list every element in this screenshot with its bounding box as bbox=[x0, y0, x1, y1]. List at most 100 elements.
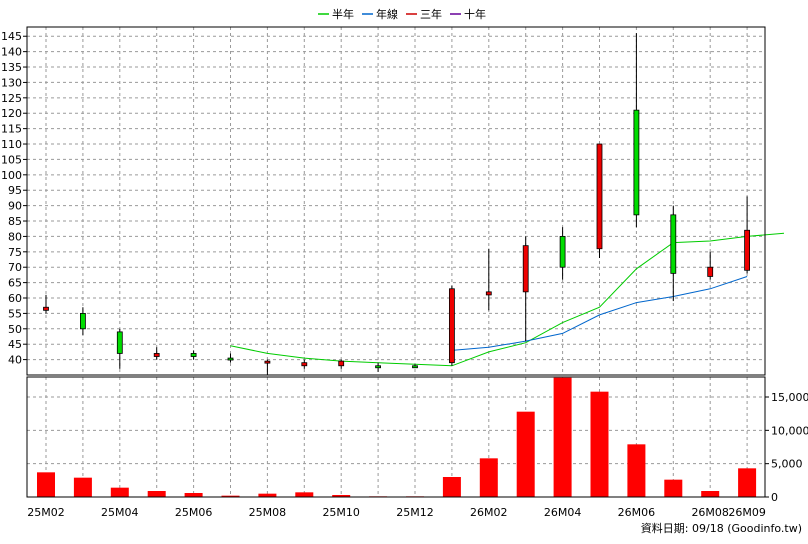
candlestick bbox=[596, 143, 603, 258]
volume-tick-label: 5,000 bbox=[771, 458, 803, 471]
x-tick-label: 25M02 bbox=[27, 506, 65, 519]
price-tick-label: 80 bbox=[8, 230, 22, 243]
volume-bar bbox=[221, 495, 240, 497]
volume-tick-label: 0 bbox=[771, 491, 778, 504]
candlestick bbox=[559, 227, 566, 280]
candlestick bbox=[338, 359, 345, 369]
candle-body bbox=[190, 353, 197, 357]
price-tick-label: 125 bbox=[1, 92, 22, 105]
candlestick bbox=[522, 236, 529, 342]
candle-body bbox=[153, 353, 160, 357]
candle-body bbox=[80, 313, 86, 330]
candle-body bbox=[596, 143, 603, 250]
candlestick bbox=[301, 359, 308, 369]
legend-label: 半年 bbox=[332, 7, 354, 21]
candle-body bbox=[338, 360, 345, 367]
volume-bar bbox=[73, 477, 92, 497]
legend-label: 十年 bbox=[464, 7, 486, 21]
volume-bar bbox=[295, 492, 314, 497]
volume-bars bbox=[37, 377, 757, 497]
x-tick-label: 25M08 bbox=[249, 506, 287, 519]
volume-axis-ticks: 15,000 10,000 5,000 0 bbox=[765, 391, 808, 504]
x-axis-ticks: 25M02 25M04 25M06 25M08 25M10 25M12 26M02 26M04… bbox=[27, 506, 766, 519]
candle-body bbox=[227, 357, 234, 361]
candle-body bbox=[485, 291, 492, 296]
volume-bar bbox=[332, 495, 351, 497]
candlestick bbox=[670, 205, 677, 302]
legend-label: 年線 bbox=[376, 7, 398, 21]
price-tick-label: 70 bbox=[8, 261, 22, 274]
price-axis-ticks: 145 140 135 130 125 120 115 110 105 100 95 90 85 80 75… bbox=[1, 30, 27, 367]
candlestick bbox=[116, 328, 123, 369]
candlestick bbox=[485, 248, 492, 311]
candlestick bbox=[744, 196, 750, 274]
volume-bar bbox=[516, 411, 535, 497]
price-tick-label: 45 bbox=[8, 338, 22, 351]
x-tick-label: 25M04 bbox=[101, 506, 139, 519]
x-tick-label: 25M12 bbox=[396, 506, 434, 519]
candle-body bbox=[264, 360, 271, 364]
candlestick bbox=[412, 364, 418, 369]
price-tick-label: 135 bbox=[1, 61, 22, 74]
moving-average-line bbox=[451, 276, 748, 351]
plot-frames bbox=[26, 26, 766, 498]
volume-bar bbox=[37, 472, 55, 497]
price-tick-label: 100 bbox=[1, 169, 22, 182]
moving-average-lines bbox=[230, 232, 785, 367]
x-tick-label: 25M06 bbox=[175, 506, 213, 519]
price-tick-label: 40 bbox=[8, 354, 22, 367]
volume-bar bbox=[553, 377, 572, 497]
legend: 半年 年線 三年 十年 bbox=[318, 7, 486, 21]
candle-body bbox=[707, 266, 714, 277]
volume-bar bbox=[627, 444, 646, 497]
price-tick-label: 50 bbox=[8, 323, 22, 336]
candle-body bbox=[448, 288, 455, 364]
volume-bar bbox=[258, 493, 277, 497]
price-tick-label: 105 bbox=[1, 153, 22, 166]
price-tick-label: 60 bbox=[8, 292, 22, 305]
candle-body bbox=[43, 306, 49, 311]
volume-grid bbox=[27, 377, 765, 497]
candle-body bbox=[633, 109, 640, 216]
candlestick bbox=[375, 362, 382, 372]
candlestick bbox=[633, 33, 640, 228]
moving-average-line bbox=[230, 232, 785, 367]
price-tick-label: 95 bbox=[8, 184, 22, 197]
candlestick bbox=[227, 353, 234, 363]
volume-bar bbox=[184, 493, 203, 497]
price-tick-label: 110 bbox=[1, 138, 22, 151]
candlestick bbox=[707, 251, 714, 280]
volume-bar bbox=[110, 487, 129, 497]
x-tick-label: 26M09 bbox=[728, 506, 766, 519]
data-date-footer: 資料日期: 09/18 (Goodinfo.tw) bbox=[641, 521, 802, 535]
volume-bar bbox=[664, 479, 683, 497]
legend-label: 三年 bbox=[420, 7, 442, 21]
candlestick bbox=[190, 350, 197, 360]
price-tick-label: 55 bbox=[8, 307, 22, 320]
x-tick-label: 26M02 bbox=[470, 506, 508, 519]
price-tick-label: 90 bbox=[8, 200, 22, 213]
volume-tick-label: 15,000 bbox=[771, 391, 808, 404]
candle-body bbox=[522, 245, 529, 293]
price-tick-label: 85 bbox=[8, 215, 22, 228]
candle-body bbox=[670, 214, 677, 274]
candlestick bbox=[448, 285, 455, 366]
volume-bar bbox=[590, 391, 609, 497]
volume-bar bbox=[442, 477, 461, 497]
price-tick-label: 65 bbox=[8, 277, 22, 290]
volume-bar bbox=[147, 491, 166, 497]
price-grid bbox=[27, 27, 765, 375]
candle-body bbox=[412, 365, 418, 369]
candle-body bbox=[375, 365, 382, 369]
candlestick bbox=[264, 359, 271, 375]
candlesticks bbox=[43, 33, 750, 375]
volume-bar bbox=[479, 458, 498, 497]
candle-body bbox=[744, 229, 750, 271]
price-tick-label: 140 bbox=[1, 46, 22, 59]
volume-panel-frame bbox=[26, 376, 766, 498]
candle-body bbox=[116, 331, 123, 354]
price-panel-frame bbox=[26, 26, 766, 376]
price-tick-label: 130 bbox=[1, 76, 22, 89]
volume-bar bbox=[738, 468, 757, 497]
